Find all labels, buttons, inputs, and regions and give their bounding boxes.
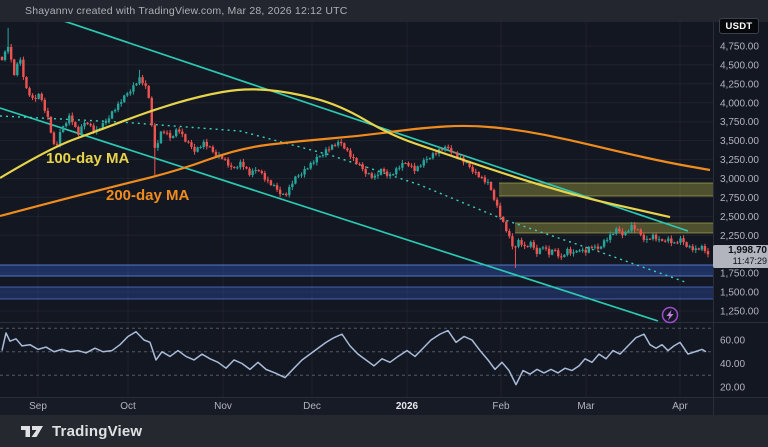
price-tick-label: 4,750.00 — [720, 42, 759, 53]
price-tick-label: 3,500.00 — [720, 136, 759, 147]
resistance-zone-lower — [515, 223, 713, 234]
time-tick-label: Nov — [214, 401, 232, 412]
rsi-tick-label: 40.00 — [720, 359, 745, 370]
channel-lower[interactable] — [0, 107, 659, 322]
price-countdown: 11:47:29 — [732, 255, 767, 266]
lightning-bolt-icon — [666, 310, 674, 321]
price-tick-label: 2,250.00 — [720, 231, 759, 242]
price-tick-label: 4,500.00 — [720, 60, 759, 71]
price-tick-label: 2,750.00 — [720, 193, 759, 204]
price-tick-label: 3,000.00 — [720, 174, 759, 185]
time-axis-strip — [0, 397, 768, 415]
time-tick-label: Sep — [29, 401, 47, 412]
footer-bar: TradingView — [0, 415, 768, 447]
chart-canvas: 4,750.00 4,500.00 4,250.00 4,000.00 3,750.00… — [0, 22, 768, 415]
brand-text[interactable]: TradingView — [52, 422, 143, 440]
credit-text: Shayannv created with TradingView.com, M… — [25, 5, 348, 17]
price-tick-label: 4,250.00 — [720, 79, 759, 90]
tradingview-logo-icon[interactable] — [20, 422, 44, 440]
rsi-tick-label: 20.00 — [720, 383, 745, 394]
resistance-zone-upper — [499, 183, 713, 196]
price-tick-label: 3,250.00 — [720, 155, 759, 166]
price-tick-label: 2,500.00 — [720, 212, 759, 223]
price-tick-label: 1,500.00 — [720, 288, 759, 299]
ma100-line[interactable] — [0, 88, 671, 219]
ma200-label: 200-day MA — [106, 187, 190, 204]
time-tick-label: Dec — [303, 401, 321, 412]
price-tick-label: 1,250.00 — [720, 307, 759, 318]
current-price-value: 1,998.70 — [728, 245, 767, 256]
ma100-label: 100-day MA — [46, 150, 130, 167]
time-tick-label: Feb — [492, 401, 510, 412]
ma200-line[interactable] — [0, 124, 711, 218]
header-bar: Shayannv created with TradingView.com, M… — [0, 0, 768, 22]
rsi-tick-label: 60.00 — [720, 336, 745, 347]
symbol-badge[interactable]: USDT — [719, 18, 759, 34]
support-zone-lower — [0, 286, 713, 299]
price-tick-label: 1,750.00 — [720, 269, 759, 280]
time-tick-label: Apr — [672, 401, 688, 412]
time-tick-label: 2026 — [396, 401, 419, 412]
current-price-label: 1,998.70 11:47:29 — [713, 245, 768, 268]
rsi-line[interactable] — [1, 329, 707, 386]
support-zone-upper — [0, 265, 713, 277]
price-tick-label: 4,000.00 — [720, 98, 759, 109]
time-tick-label: Mar — [577, 401, 595, 412]
time-tick-label: Oct — [120, 401, 136, 412]
price-tick-label: 3,750.00 — [720, 117, 759, 128]
